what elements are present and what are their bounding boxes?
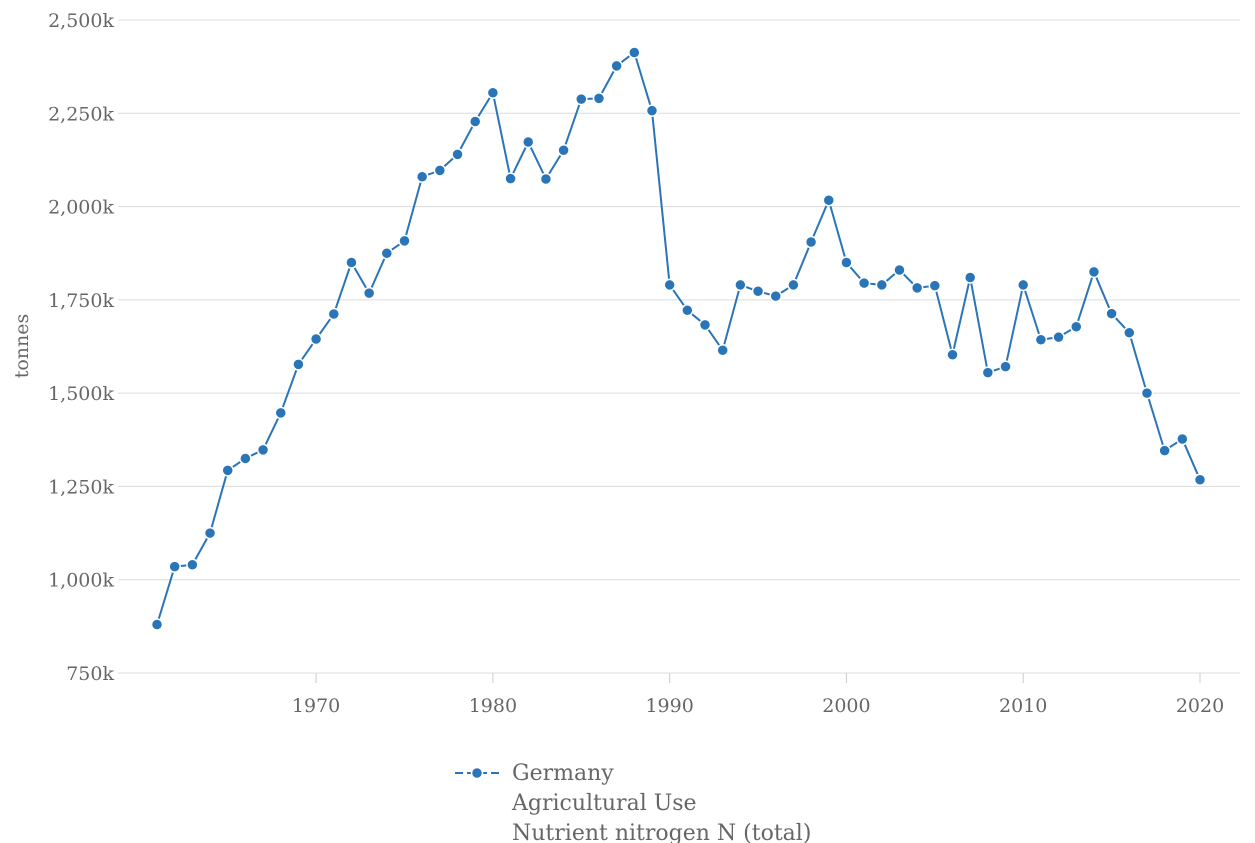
y-tick-label-6: 2,250k (48, 103, 114, 125)
data-point-1973 (362, 286, 376, 300)
data-point-1983 (539, 172, 553, 186)
data-point-2016 (1123, 326, 1136, 339)
x-tick-label-3: 2000 (822, 695, 870, 717)
data-point-1970 (309, 332, 323, 346)
data-point-1982 (521, 135, 535, 149)
data-point-2003 (893, 263, 906, 277)
data-point-1965 (221, 464, 234, 477)
y-tick-label-4: 1,750k (48, 290, 114, 312)
data-point-1989 (645, 104, 659, 117)
y-tick-label-0: 750k (66, 663, 114, 685)
x-axis-ticks: 1970 1980 1990 2000 2010 2020 (292, 673, 1224, 717)
data-point-1961 (150, 618, 164, 631)
data-point-1967 (256, 443, 270, 457)
data-point-2007 (963, 271, 977, 284)
data-point-1963 (186, 558, 199, 572)
data-point-1974 (380, 246, 394, 260)
data-point-1991 (681, 304, 694, 317)
data-point-2001 (857, 276, 871, 290)
data-point-2014 (1087, 265, 1101, 279)
y-tick-label-1: 1,000k (48, 570, 114, 592)
data-point-1987 (610, 59, 623, 73)
data-point-1964 (203, 526, 217, 540)
legend-text-line-0: Germany (512, 761, 614, 786)
data-point-2012 (1052, 330, 1065, 344)
y-axis-label: tonnes (11, 314, 33, 379)
data-point-1997 (787, 278, 800, 292)
legend-text-line-2: Nutrient nitrogen N (total) (512, 821, 811, 843)
data-point-2013 (1070, 320, 1083, 333)
data-point-2005 (928, 279, 942, 292)
x-tick-label-4: 2010 (999, 695, 1047, 717)
x-tick-label-2: 1990 (645, 695, 693, 717)
data-point-2002 (875, 278, 889, 292)
data-point-1972 (345, 256, 358, 269)
series-layer (150, 46, 1207, 631)
data-point-1992 (698, 318, 712, 332)
data-point-2017 (1140, 386, 1154, 400)
data-point-1985 (575, 92, 588, 106)
data-point-2015 (1105, 307, 1118, 320)
data-point-1971 (327, 307, 341, 321)
data-point-1988 (628, 46, 641, 59)
x-tick-label-0: 1970 (292, 695, 340, 717)
data-point-1999 (822, 193, 836, 207)
data-point-2010 (1016, 278, 1030, 292)
data-point-1980 (486, 86, 500, 100)
data-point-2006 (946, 348, 959, 361)
data-point-2009 (999, 360, 1012, 373)
data-point-2004 (910, 281, 924, 295)
data-point-1998 (804, 235, 818, 249)
y-axis-ticks: 750k 1,000k 1,250k 1,500k 1,750k 2,000k 2,250k… (48, 10, 114, 685)
data-point-1962 (168, 560, 181, 573)
y-tick-label-5: 2,000k (48, 197, 114, 219)
data-point-1990 (663, 278, 676, 292)
data-point-1993 (716, 343, 729, 357)
data-point-1975 (398, 234, 411, 248)
legend-text-line-1: Agricultural Use (511, 791, 697, 816)
data-point-1986 (592, 92, 606, 105)
data-point-1978 (451, 148, 464, 161)
legend-marker-swatch (470, 766, 484, 780)
data-point-2020 (1193, 473, 1207, 486)
x-tick-label-5: 2020 (1176, 695, 1224, 717)
data-point-1977 (433, 164, 447, 177)
legend: Germany Agricultural Use Nutrient nitrogen… (455, 761, 811, 843)
data-point-2018 (1158, 444, 1171, 457)
data-point-1979 (468, 115, 482, 128)
y-tick-label-2: 1,250k (48, 476, 114, 498)
data-point-1969 (292, 358, 305, 371)
data-point-1984 (557, 143, 570, 157)
y-tick-label-7: 2,500k (48, 10, 114, 32)
data-point-2008 (981, 366, 995, 379)
data-point-1996 (769, 289, 782, 303)
data-point-1976 (415, 170, 429, 183)
x-tick-label-1: 1980 (469, 695, 517, 717)
data-point-1966 (239, 452, 252, 465)
data-point-2019 (1176, 432, 1189, 446)
y-tick-label-3: 1,500k (48, 383, 114, 405)
data-point-2011 (1034, 333, 1048, 347)
grid-lines (118, 19, 1240, 674)
data-point-2000 (840, 256, 853, 269)
data-point-1981 (504, 172, 517, 185)
data-point-1994 (734, 278, 747, 292)
data-point-1968 (274, 406, 287, 420)
data-point-1995 (751, 285, 765, 298)
